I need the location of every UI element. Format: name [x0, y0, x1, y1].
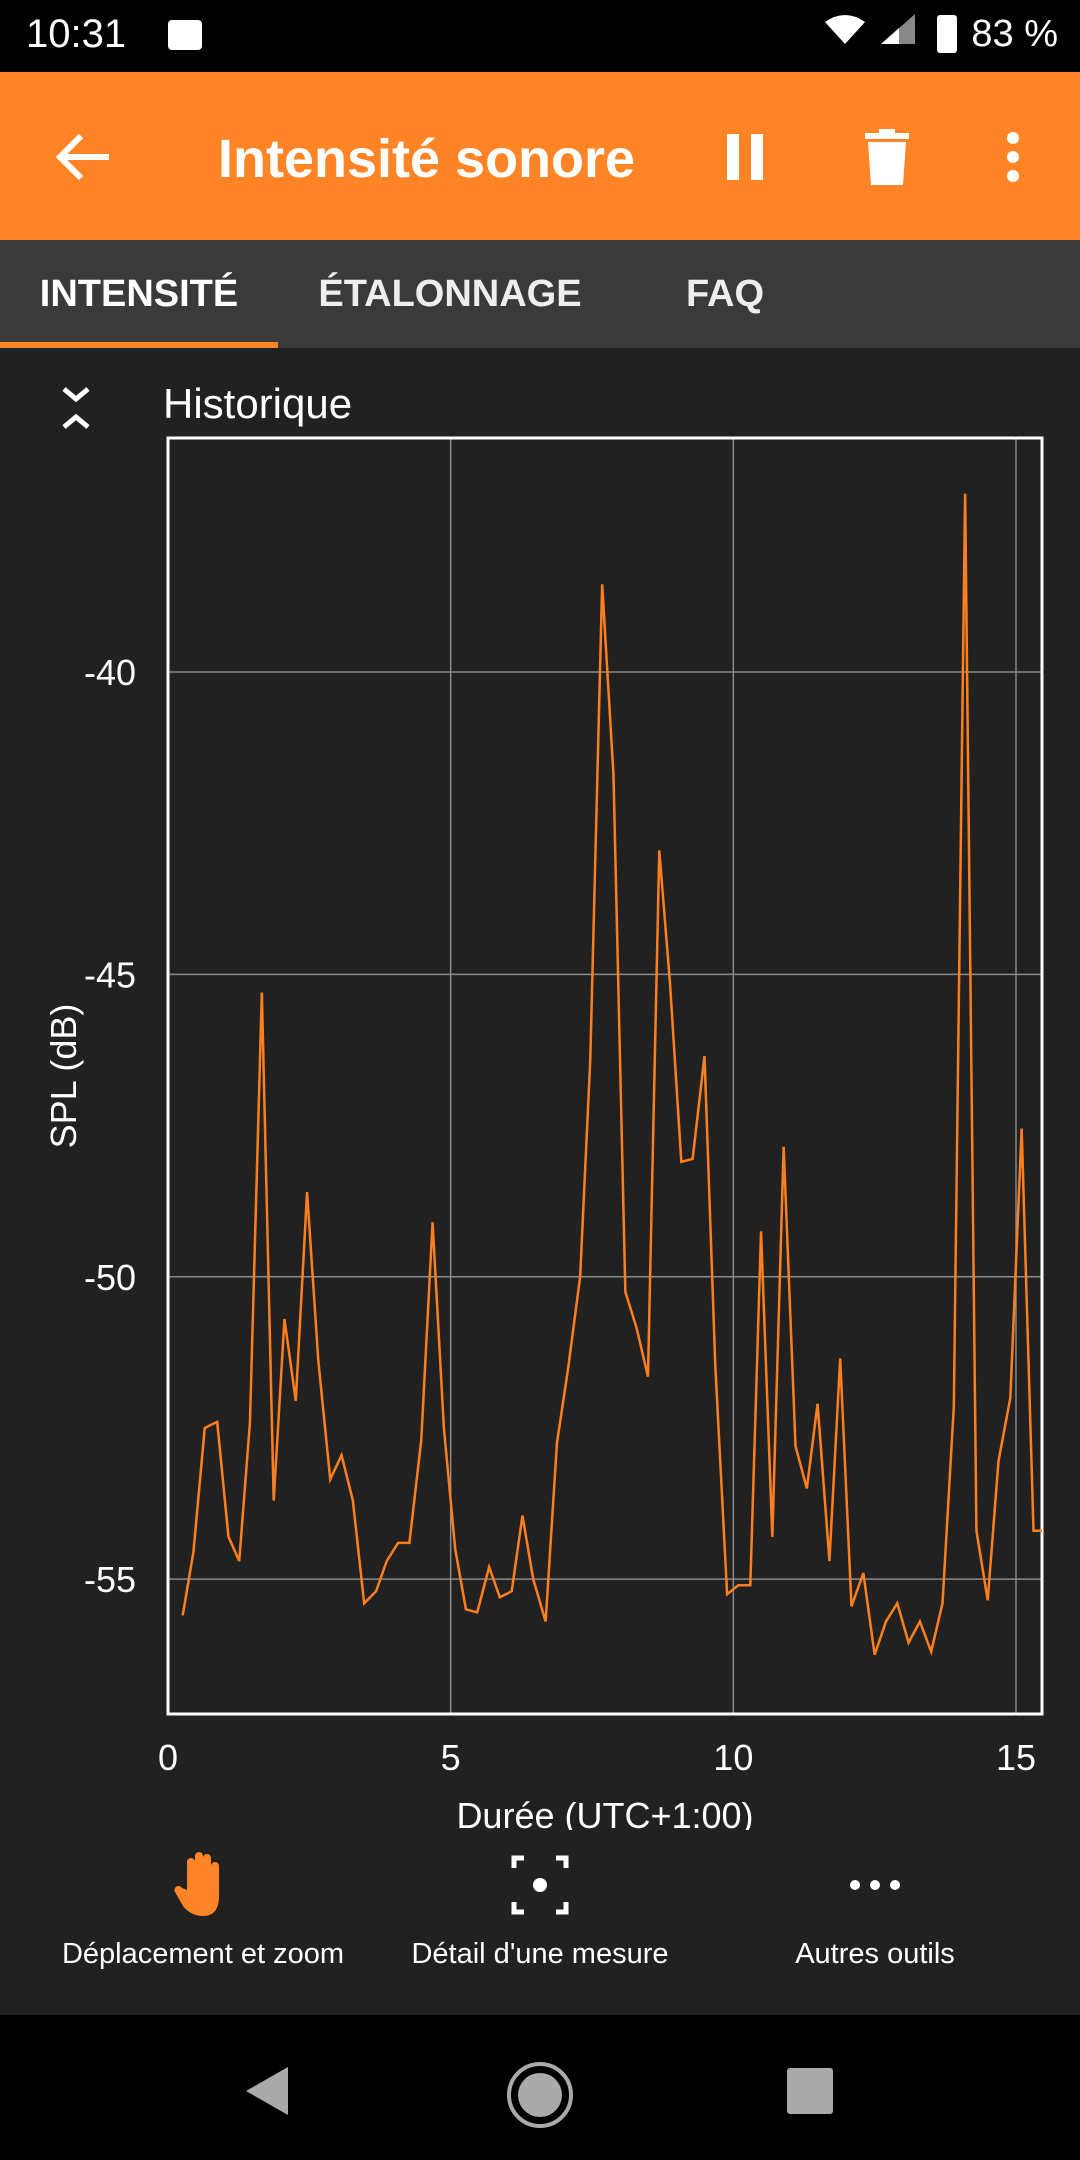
- x-tick-label: 5: [441, 1737, 461, 1778]
- back-arrow-icon: [55, 133, 109, 181]
- spl-series-line: [181, 493, 1042, 1657]
- image-notification-icon: [168, 20, 202, 50]
- other-tools-label: Autres outils: [795, 1938, 955, 1970]
- system-nav-bar: [0, 2015, 1080, 2160]
- y-tick-label: -45: [84, 954, 136, 995]
- pause-button[interactable]: [710, 122, 780, 192]
- focus-point-icon: [511, 1855, 569, 1915]
- spl-history-chart[interactable]: 0 5 10 15 -40 -45 -50 -55 Durée (UTC+1:00) SPL …: [0, 0, 1080, 1830]
- more-horiz-icon: [850, 1880, 900, 1890]
- battery-level: 83 %: [971, 12, 1058, 55]
- more-menu-button[interactable]: [978, 122, 1048, 192]
- pan-zoom-label: Déplacement et zoom: [61, 1938, 345, 1970]
- pause-icon: [727, 134, 763, 180]
- y-tick-label: -50: [84, 1257, 136, 1298]
- back-button[interactable]: [48, 122, 118, 192]
- measure-detail-label: Détail d'une mesure: [411, 1938, 669, 1970]
- status-bar: 10:31 83 %: [0, 0, 1080, 72]
- nav-home-icon[interactable]: [505, 2060, 575, 2130]
- x-axis-label: Durée (UTC+1:00): [456, 1795, 753, 1830]
- nav-back-icon[interactable]: [242, 2065, 292, 2117]
- tab-bar: INTENSITÉ ÉTALONNAGE FAQ: [0, 240, 1080, 348]
- tab-etalonnage[interactable]: ÉTALONNAGE: [318, 273, 582, 315]
- x-tick-label: 15: [996, 1737, 1036, 1778]
- plot-frame: [166, 436, 1044, 1716]
- collapse-chevron-icon[interactable]: [56, 383, 96, 433]
- app-bar: Intensité sonore: [0, 72, 1080, 240]
- active-tab-indicator: [0, 342, 278, 348]
- more-vert-icon: [1007, 132, 1019, 182]
- trash-icon: [865, 129, 909, 185]
- y-tick-label: -55: [84, 1559, 136, 1600]
- status-right: 83 %: [825, 12, 1058, 56]
- delete-button[interactable]: [852, 122, 922, 192]
- signal-icon: [879, 12, 923, 56]
- wifi-icon: [825, 13, 866, 56]
- battery-icon: [937, 15, 958, 53]
- y-tick-label: -40: [84, 652, 136, 693]
- x-tick-label: 0: [158, 1737, 178, 1778]
- app-title: Intensité sonore: [218, 129, 636, 189]
- bottom-toolbar: Déplacement et zoom Détail d'une mesure …: [0, 1830, 1080, 2010]
- status-time: 10:31: [26, 12, 127, 56]
- y-axis-label: SPL (dB): [43, 1004, 84, 1149]
- section-title: Historique: [163, 380, 353, 427]
- nav-recents-icon[interactable]: [787, 2068, 833, 2114]
- tab-intensite[interactable]: INTENSITÉ: [39, 273, 239, 315]
- tab-faq[interactable]: FAQ: [685, 273, 765, 315]
- hand-icon: [174, 1852, 219, 1916]
- x-tick-label: 10: [713, 1737, 753, 1778]
